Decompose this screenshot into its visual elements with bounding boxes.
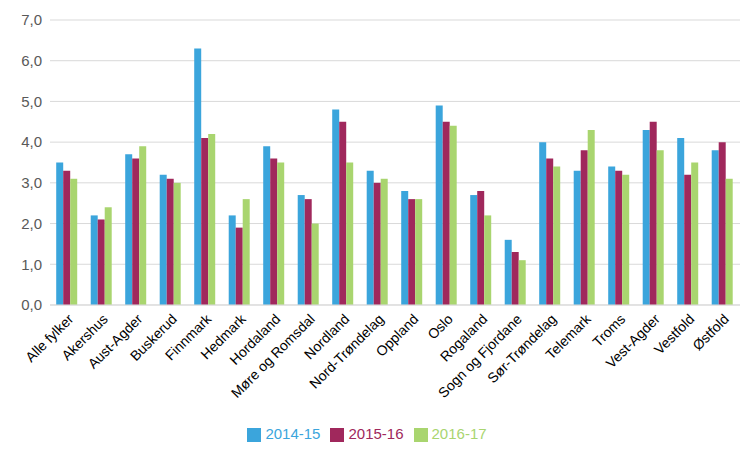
svg-text:Finnmark: Finnmark [161, 310, 215, 364]
svg-text:Østfold: Østfold [689, 311, 732, 354]
svg-text:7,0: 7,0 [21, 11, 42, 28]
svg-text:Troms: Troms [589, 310, 629, 350]
svg-text:Vestfold: Vestfold [651, 311, 698, 358]
svg-text:Nord-Trøndelag: Nord-Trøndelag [306, 310, 387, 392]
svg-text:Aust-Agder: Aust-Agder [84, 310, 146, 372]
svg-text:1,0: 1,0 [21, 256, 42, 273]
svg-text:Oppland: Oppland [373, 311, 422, 360]
svg-text:Buskerud: Buskerud [126, 310, 180, 364]
svg-text:Nordland: Nordland [300, 310, 353, 363]
html-text:2015-16: 2015-16 [348, 425, 404, 442]
svg-text:Rogaland: Rogaland [436, 310, 491, 365]
svg-text:Vest-Agder: Vest-Agder [603, 311, 664, 372]
html-text:2014-15: 2014-15 [265, 425, 321, 442]
svg-text:Telemark: Telemark [542, 310, 594, 362]
html-text:2016-17: 2016-17 [431, 425, 487, 442]
svg-text:0,0: 0,0 [21, 296, 42, 313]
svg-text:Akershus: Akershus [58, 310, 111, 364]
svg-text:Hedmark: Hedmark [197, 310, 249, 363]
svg-text:3,0: 3,0 [21, 174, 42, 191]
svg-text:2,0: 2,0 [21, 215, 42, 232]
svg-text:6,0: 6,0 [21, 52, 42, 69]
svg-text:Møre og Romsdal: Møre og Romsdal [227, 310, 318, 401]
svg-text:Hordaland: Hordaland [226, 310, 284, 368]
svg-text:Alle fylker: Alle fylker [22, 310, 77, 365]
svg-text:Oslo: Oslo [424, 310, 456, 343]
svg-text:Sør-Trøndelag: Sør-Trøndelag [484, 310, 560, 387]
svg-text:Sogn og Fjordane: Sogn og Fjordane [434, 310, 525, 401]
svg-text:4,0: 4,0 [21, 133, 42, 150]
svg-text:5,0: 5,0 [21, 93, 42, 110]
